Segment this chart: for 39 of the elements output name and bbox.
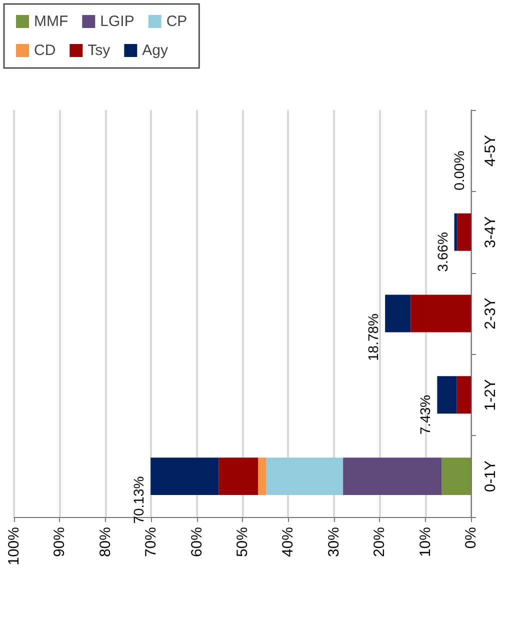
x-tick-label: 50% — [234, 527, 251, 558]
x-tick-label: 0% — [462, 527, 480, 549]
bar — [454, 213, 458, 251]
y-tick-label: 2-3Y — [482, 298, 499, 330]
total-label: 0.00% — [451, 150, 467, 190]
x-tick-label: 20% — [371, 527, 388, 558]
x-tick-label: 80% — [96, 527, 114, 558]
x-tick-label: 70% — [142, 527, 160, 558]
bar — [457, 213, 471, 251]
y-tick-label: 1-2Y — [482, 379, 499, 411]
bar — [343, 458, 442, 496]
legend-label: Tsy — [88, 42, 111, 59]
bar — [150, 458, 219, 496]
total-label: 70.13% — [130, 476, 147, 524]
legend-label: MMF — [34, 13, 68, 30]
total-label: 7.43% — [417, 394, 434, 435]
y-tick-label: 3-4Y — [482, 216, 499, 248]
legend-label: LGIP — [100, 13, 134, 30]
legend-label: CD — [34, 42, 56, 59]
x-tick-label: 40% — [280, 527, 297, 558]
x-tick-label: 60% — [188, 527, 206, 558]
bar — [266, 458, 344, 496]
bar — [410, 294, 471, 332]
bar — [385, 294, 411, 332]
legend-label: CP — [166, 13, 188, 30]
total-label: 3.66% — [434, 232, 450, 272]
x-tick-label: 100% — [6, 527, 22, 566]
legend-label: Agy — [142, 42, 169, 59]
bar — [258, 458, 266, 496]
bar — [437, 376, 457, 414]
y-tick-label: 0-1Y — [482, 460, 499, 492]
x-tick-label: 10% — [416, 527, 434, 558]
y-tick-label: 4-5Y — [482, 134, 499, 167]
total-label: 18.78% — [365, 314, 382, 361]
x-tick-label: 90% — [51, 527, 68, 558]
bar — [442, 458, 471, 496]
bar — [218, 458, 258, 496]
x-tick-label: 30% — [325, 527, 342, 558]
bar — [456, 376, 471, 414]
